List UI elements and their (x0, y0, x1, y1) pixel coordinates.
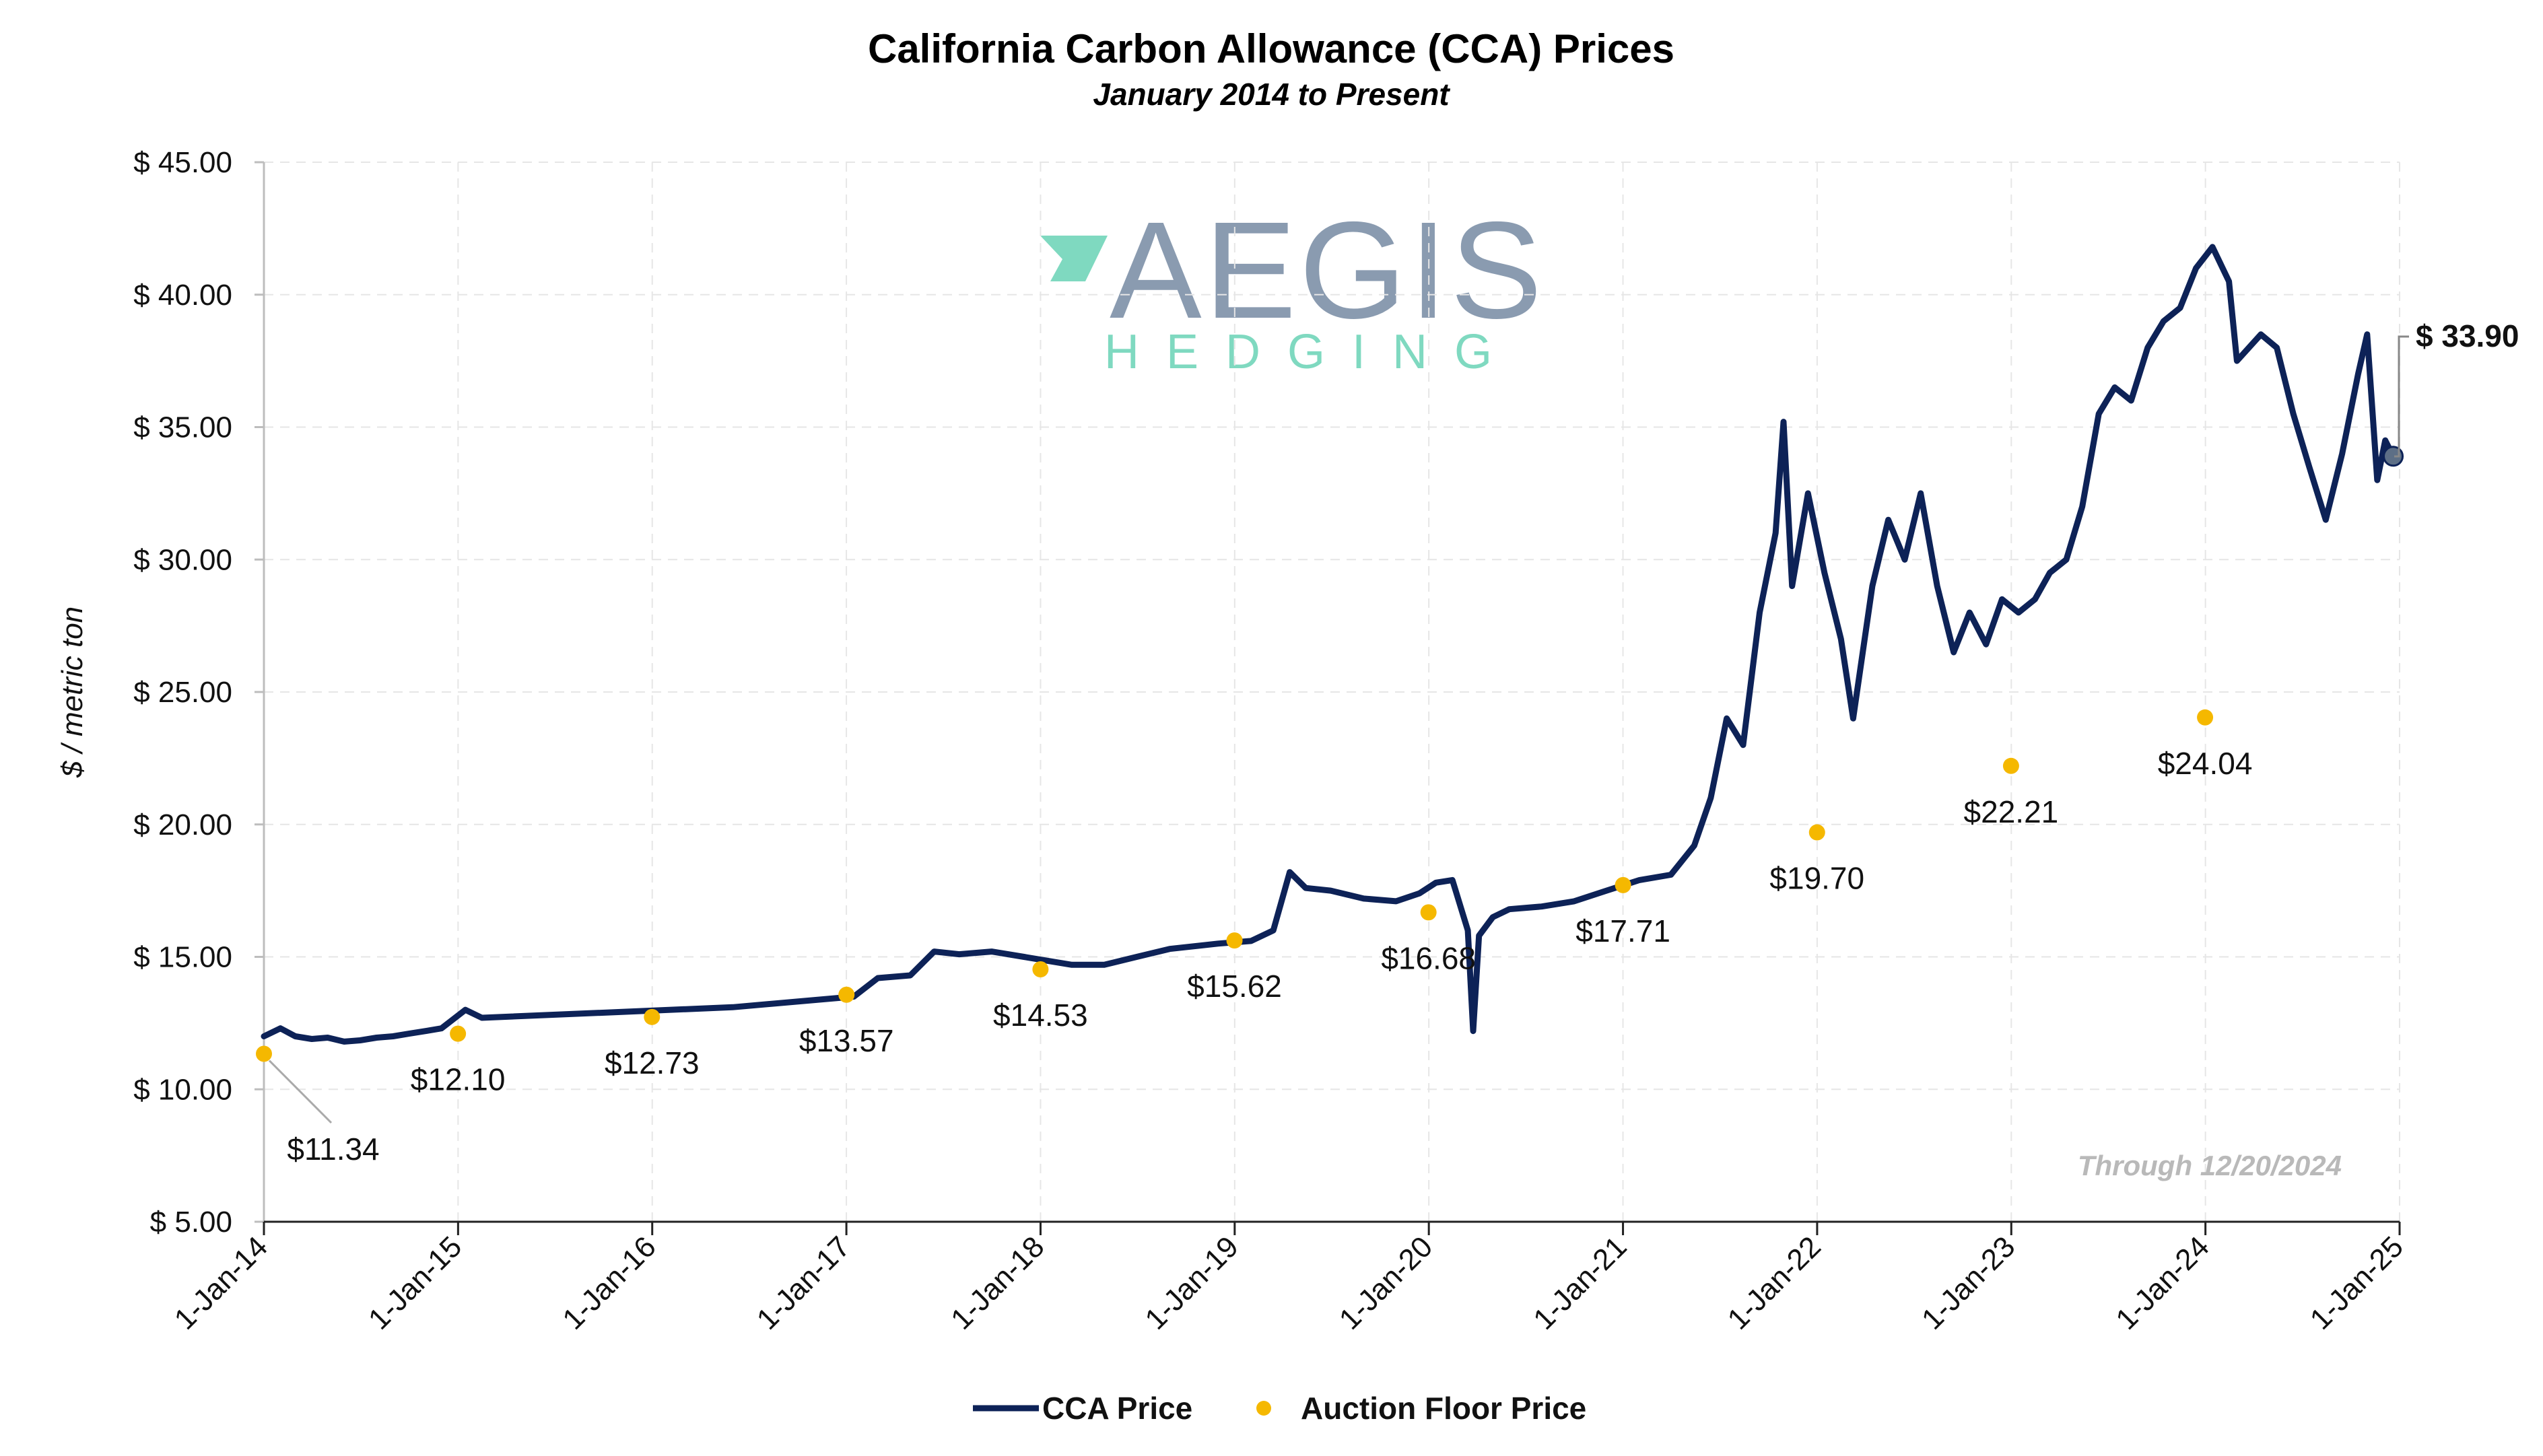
x-tick-label: 1-Jan-24 (2109, 1230, 2215, 1336)
logo-mark-icon (1040, 236, 1108, 281)
y-tick-label: $ 40.00 (133, 279, 232, 312)
x-tick-labels: 1-Jan-14 1-Jan-15 1-Jan-16 1-Jan-17 1-Jan-18… (168, 1230, 2410, 1336)
floor-price-point (1615, 876, 1631, 893)
aegis-logo: AEGIS HEDGING (1040, 193, 1545, 379)
floor-price-point (1808, 824, 1825, 841)
x-tick-label: 1-Jan-20 (1333, 1230, 1439, 1336)
logo-tagline: HEDGING (1104, 325, 1519, 379)
x-tick-label: 1-Jan-19 (1139, 1230, 1244, 1336)
floor-price-point (838, 986, 855, 1003)
y-tick-labels: $ 5.00 $ 10.00 $ 15.00 $ 20.00 $ 25.00 $ 30.0… (133, 146, 232, 1239)
floor-price-label: $12.10 (411, 1062, 506, 1097)
last-value-leader (2394, 335, 2409, 458)
x-tick-label: 1-Jan-21 (1527, 1230, 1633, 1336)
floor-price-label: $24.04 (2158, 746, 2253, 781)
y-tick-label: $ 5.00 (150, 1206, 232, 1239)
y-tick-label: $ 25.00 (133, 676, 232, 709)
gridlines (255, 161, 2401, 1235)
y-tick-label: $ 45.00 (133, 146, 232, 179)
x-tick-label: 1-Jan-17 (751, 1230, 856, 1336)
cca-price-line (261, 244, 2396, 1045)
floor-price-label: $15.62 (1187, 969, 1282, 1004)
chart-title: California Carbon Allowance (CCA) Prices (868, 26, 1674, 71)
y-tick-label: $ 20.00 (133, 808, 232, 841)
floor-price-label: $11.34 (287, 1132, 379, 1167)
floor-price-label: $16.68 (1381, 940, 1476, 975)
logo-wordmark: AEGIS (1110, 193, 1545, 347)
y-tick-label: $ 10.00 (133, 1073, 232, 1106)
y-tick-label: $ 35.00 (133, 411, 232, 444)
legend-floor-swatch (1256, 1401, 1271, 1416)
floor-price-point (256, 1045, 272, 1062)
x-tick-label: 1-Jan-15 (362, 1230, 468, 1336)
x-tick-label: 1-Jan-25 (2304, 1230, 2410, 1336)
axes (263, 162, 2400, 1223)
x-tick-label: 1-Jan-23 (1915, 1230, 2021, 1336)
chart-subtitle: January 2014 to Present (1093, 77, 1450, 112)
through-date-annotation: Through 12/20/2024 (2078, 1150, 2342, 1181)
last-value-callout: $ 33.90 (2394, 318, 2519, 458)
floor-price-label: $17.71 (1575, 913, 1670, 948)
x-tick-label: 1-Jan-22 (1722, 1230, 1827, 1336)
floor-price-point (450, 1025, 467, 1042)
x-tick-label: 1-Jan-14 (168, 1230, 274, 1336)
y-axis-label: $ / metric ton (56, 606, 89, 778)
floor-price-label: $13.57 (799, 1023, 894, 1058)
floor-price-point (2197, 709, 2214, 726)
floor-points-layer: $11.34 $12.10 $12.73 $13.57 $14.53 $15.62 $16.… (256, 709, 2252, 1167)
legend-cca-label: CCA Price (1042, 1391, 1192, 1426)
floor-label-leader (268, 1060, 333, 1124)
floor-price-point (1226, 932, 1243, 949)
last-value-label: $ 33.90 (2416, 318, 2519, 353)
legend-floor-label: Auction Floor Price (1301, 1391, 1586, 1426)
floor-price-label: $14.53 (993, 998, 1088, 1033)
floor-price-label: $22.21 (1964, 794, 2059, 829)
floor-price-point (1420, 904, 1437, 921)
y-tick-label: $ 30.00 (133, 543, 232, 576)
x-tick-label: 1-Jan-16 (556, 1230, 662, 1336)
floor-price-label: $12.73 (605, 1045, 700, 1080)
x-tick-label: 1-Jan-18 (945, 1230, 1050, 1336)
floor-price-point (644, 1008, 660, 1025)
legend: CCA Price Auction Floor Price (973, 1391, 1586, 1426)
floor-price-label: $19.70 (1769, 861, 1864, 896)
y-tick-label: $ 15.00 (133, 941, 232, 974)
floor-price-point (2002, 757, 2019, 774)
floor-price-point (1032, 961, 1049, 977)
